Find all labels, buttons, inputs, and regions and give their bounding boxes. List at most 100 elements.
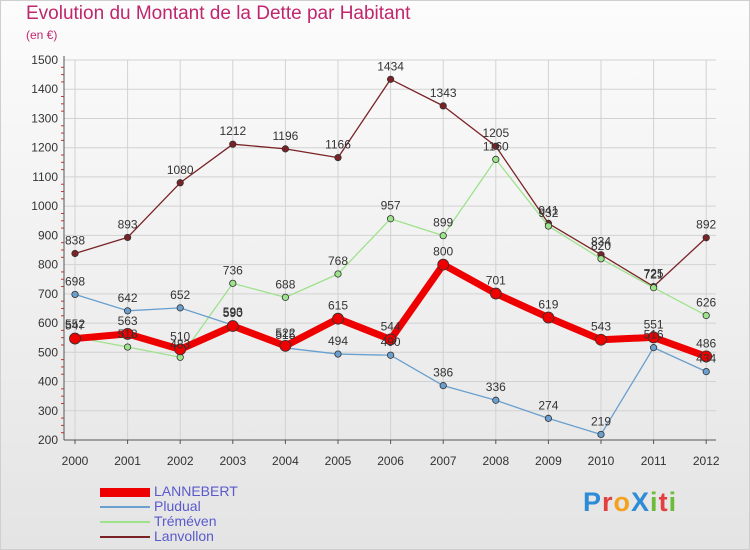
point-tremeven [544, 222, 553, 230]
data-label-tremeven: 820 [591, 239, 611, 253]
data-label-lannebert: 544 [381, 319, 401, 333]
data-label-tremeven: 1160 [483, 139, 509, 153]
data-label-pludual: 219 [591, 414, 611, 428]
point-pludual [597, 430, 605, 439]
point-tremeven [334, 270, 342, 278]
point-tremeven [124, 343, 132, 351]
data-label-pludual: 336 [486, 380, 506, 394]
point-pludual [71, 290, 79, 299]
point-lannebert [437, 258, 450, 271]
legend-swatch [100, 521, 150, 523]
gridlines [64, 59, 716, 441]
point-lannebert [174, 343, 187, 356]
x-tick-label: 2009 [535, 454, 562, 468]
data-label-lannebert: 615 [328, 299, 348, 313]
x-tick-label: 2005 [325, 454, 352, 468]
x-tick-label: 2002 [167, 454, 194, 468]
data-label-lannebert: 543 [591, 320, 611, 334]
data-label-pludual: 490 [381, 335, 401, 349]
legend-swatch [100, 536, 150, 538]
x-tick-label: 2011 [641, 454, 667, 468]
point-lanvollon [229, 140, 237, 148]
point-pludual [124, 307, 132, 315]
point-lannebert [121, 327, 134, 340]
data-label-lanvollon: 834 [591, 235, 611, 249]
point-pludual [176, 304, 184, 312]
data-label-lannebert: 522 [275, 326, 295, 340]
data-label-tremeven: 518 [118, 327, 138, 341]
y-tick-label: 200 [38, 433, 58, 447]
legend-swatch [100, 506, 150, 508]
point-tremeven [229, 279, 237, 287]
point-lanvollon [281, 145, 289, 153]
legend-label: Tréméven [154, 513, 217, 529]
y-tick-label: 1200 [31, 141, 58, 155]
point-pludual [386, 351, 395, 359]
data-label-pludual: 516 [644, 328, 664, 342]
x-tick-label: 2004 [272, 454, 299, 468]
data-label-lanvollon: 1343 [430, 86, 457, 100]
data-label-lanvollon: 893 [118, 217, 138, 231]
y-tick-label: 1000 [31, 199, 58, 213]
data-label-lannebert: 590 [223, 306, 243, 320]
y-tick-label: 900 [38, 228, 58, 242]
data-label-lanvollon: 1434 [377, 59, 404, 73]
chart-unit: (en €) [26, 28, 58, 42]
logo-letter: P [583, 487, 603, 517]
logo-letter: i [650, 487, 659, 517]
point-lannebert [542, 311, 555, 324]
data-label-pludual: 698 [65, 274, 85, 288]
point-pludual [439, 382, 447, 390]
y-tick-label: 800 [38, 258, 58, 272]
logo-letter: X [631, 487, 651, 517]
y-tick-label: 600 [38, 316, 58, 330]
data-label-lannebert: 619 [538, 298, 558, 312]
data-label-lanvollon: 1212 [219, 124, 246, 138]
data-label-tremeven: 957 [381, 199, 401, 213]
x-tick-label: 2010 [588, 454, 615, 468]
data-label-tremeven: 721 [644, 268, 664, 282]
chart-title: Evolution du Montant de la Dette par Hab… [26, 3, 411, 24]
point-lannebert [595, 333, 607, 346]
y-tick-label: 300 [38, 404, 58, 418]
point-lanvollon [492, 142, 500, 150]
data-label-tremeven: 688 [275, 277, 295, 291]
data-label-lannebert: 551 [644, 317, 664, 331]
legend-label: Pludual [154, 498, 201, 514]
data-label-lanvollon: 941 [538, 203, 558, 217]
y-tick-label: 500 [38, 345, 58, 359]
data-label-lannebert: 800 [433, 245, 453, 259]
data-label-pludual: 434 [696, 352, 716, 366]
logo-letter: i [668, 487, 678, 517]
proxiti-logo: ProXiti [583, 487, 677, 518]
x-tick-label: 2000 [62, 454, 89, 468]
point-tremeven [386, 215, 395, 223]
point-tremeven [702, 311, 710, 320]
data-label-lannebert: 510 [170, 329, 190, 343]
point-pludual [334, 350, 342, 358]
point-lanvollon [176, 179, 184, 187]
data-label-lannebert: 486 [696, 336, 716, 350]
point-tremeven [492, 155, 500, 163]
data-label-lanvollon: 1166 [325, 138, 351, 152]
axes: 200 300 400 500 600 700 800 900 1000 1100 1200 1300… [31, 53, 720, 468]
x-tick-label: 2006 [377, 454, 404, 468]
point-pludual [702, 367, 710, 376]
y-tick-label: 1400 [31, 82, 58, 96]
legend-label: LANNEBERT [154, 483, 238, 499]
point-lannebert [279, 339, 292, 352]
legend-label: Lanvollon [154, 528, 214, 544]
data-labels: 838 893 1080 1212 1196 1166 1434 1343 1205 941 834… [65, 59, 717, 428]
data-label-pludual: 515 [275, 328, 295, 342]
data-label-tremeven: 899 [433, 216, 453, 230]
point-lanvollon [124, 233, 132, 242]
legend-swatch [100, 487, 150, 497]
data-label-lannebert: 701 [486, 274, 506, 288]
point-lannebert [332, 312, 344, 325]
x-tick-label: 2003 [219, 454, 246, 468]
point-pludual [649, 344, 658, 352]
data-label-tremeven: 768 [328, 254, 348, 268]
point-pludual [544, 414, 553, 422]
